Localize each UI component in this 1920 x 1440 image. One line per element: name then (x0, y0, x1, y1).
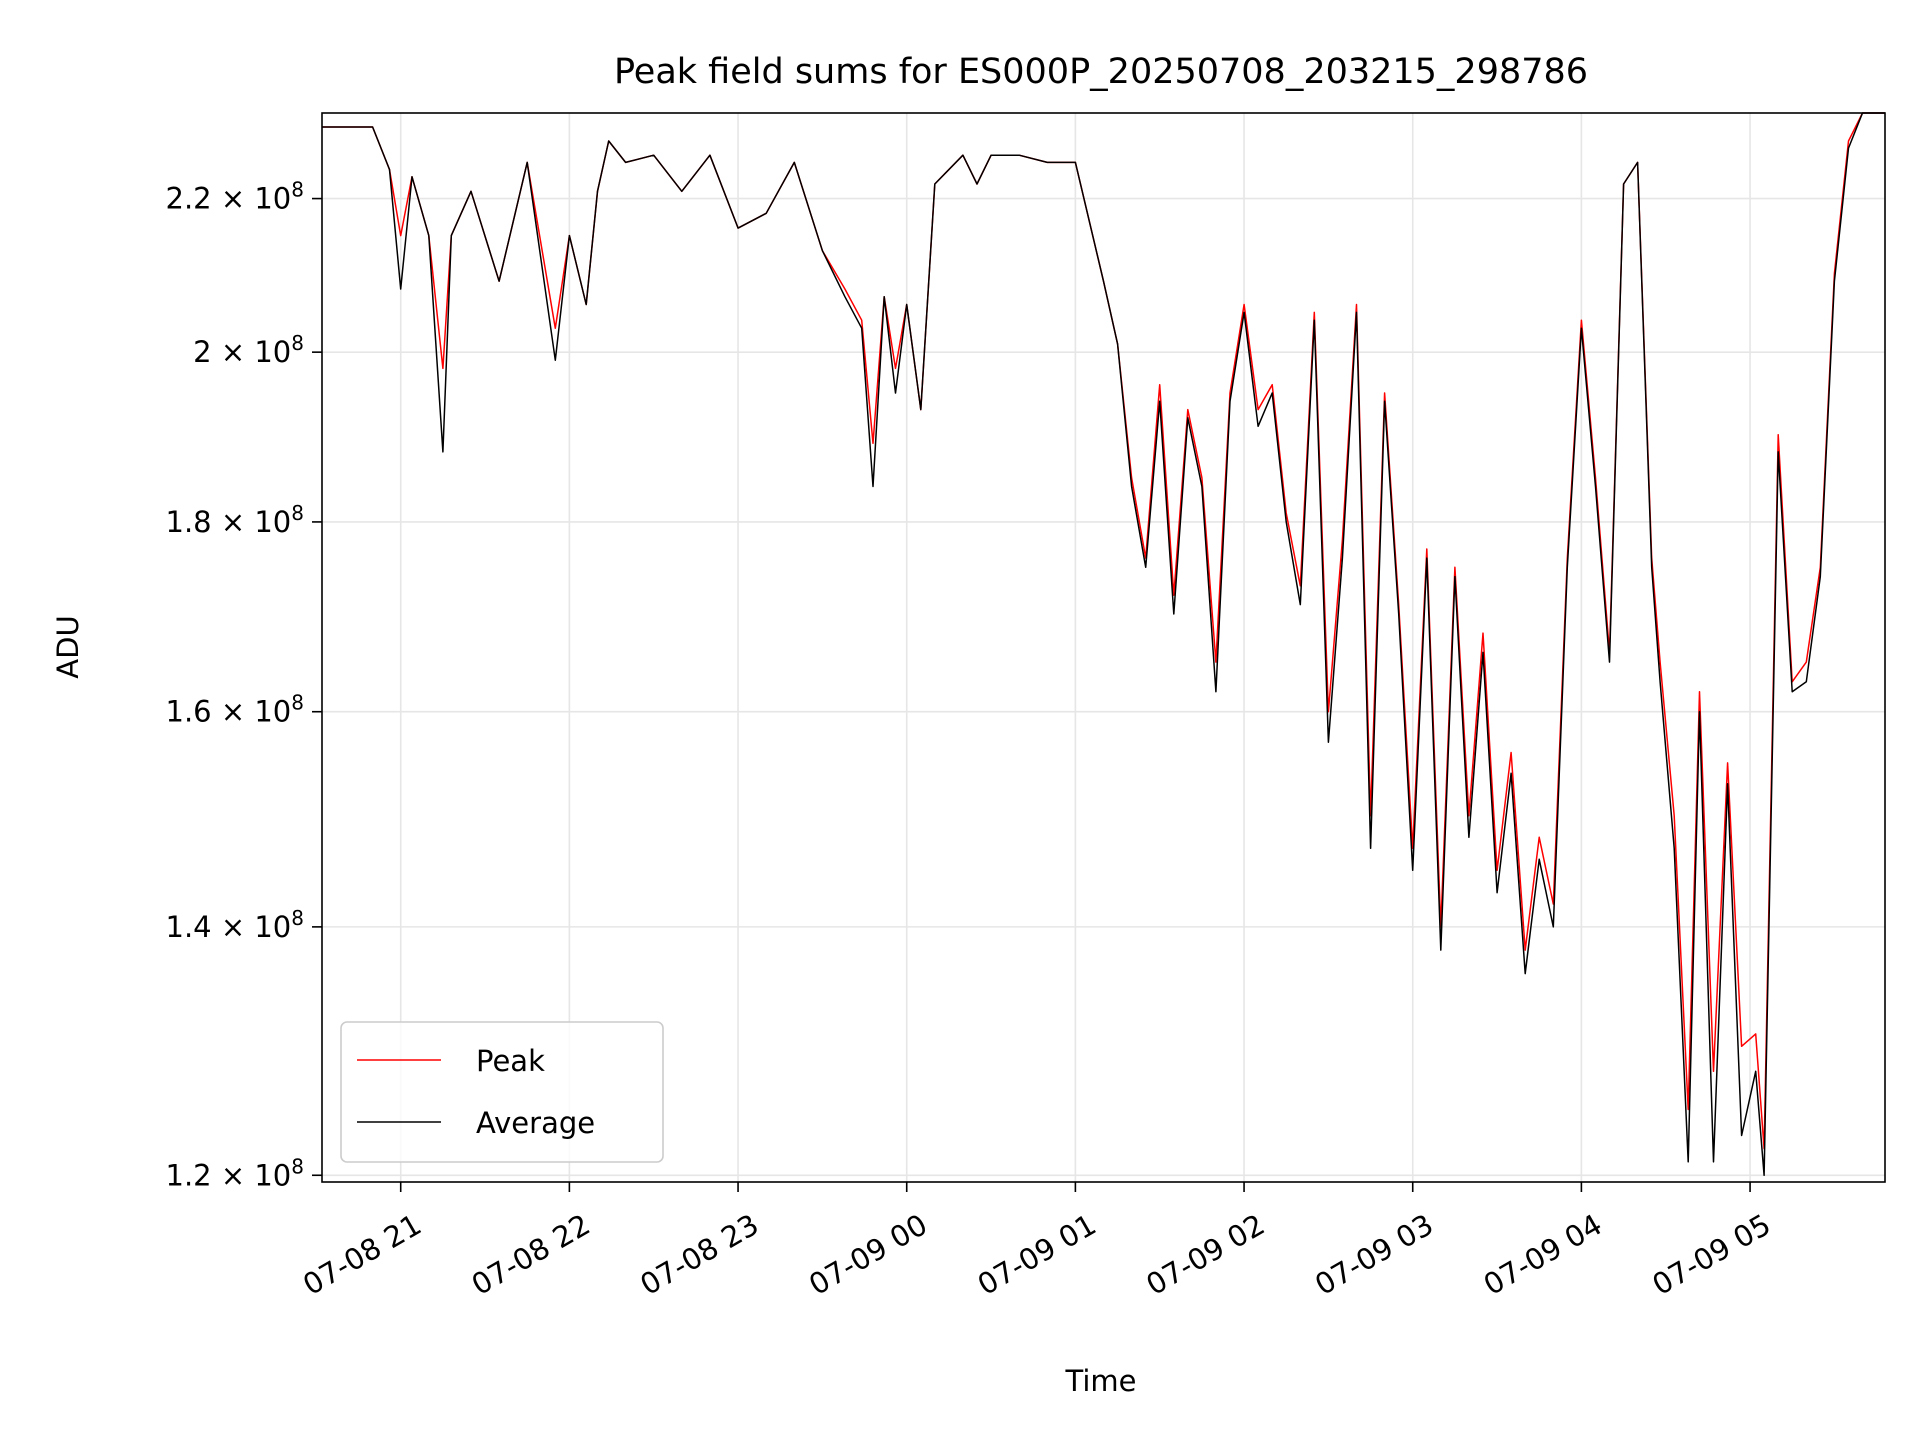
y-tick-label: 1.8 × 108 (166, 501, 305, 539)
y-tick-label: 1.2 × 108 (166, 1154, 305, 1192)
chart-title: Peak field sums for ES000P_20250708_2032… (614, 52, 1588, 92)
series-line-average (322, 112, 1885, 1177)
y-tick-label: 1.6 × 108 (166, 691, 305, 729)
y-tick-label: 2.2 × 108 (166, 178, 305, 216)
grid-lines (322, 113, 1885, 1182)
plot-area (322, 112, 1885, 1177)
y-tick-label: 1.4 × 108 (166, 906, 305, 944)
x-axis-label: Time (1065, 1364, 1137, 1398)
plot-frame (321, 112, 1886, 1183)
legend-label-peak: Peak (476, 1044, 545, 1078)
legend-label-average: Average (476, 1106, 595, 1140)
legend-box (340, 1021, 664, 1163)
y-tick-label: 2 × 108 (193, 331, 304, 369)
legend: Peak Average (340, 1021, 664, 1163)
y-axis-label: ADU (51, 615, 85, 678)
